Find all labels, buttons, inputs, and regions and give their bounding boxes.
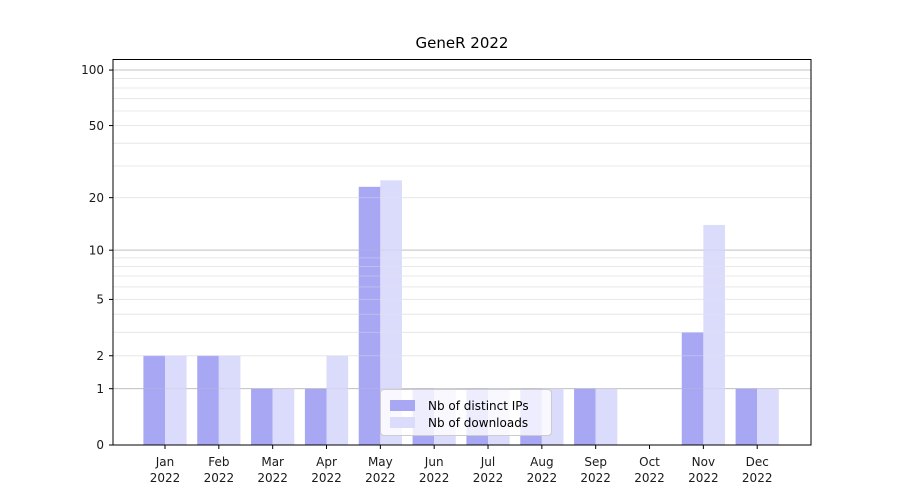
- y-tick-label: 5: [96, 293, 104, 307]
- legend-label-distinct-ips: Nb of distinct IPs: [428, 398, 529, 413]
- legend-item-distinct-ips: Nb of distinct IPs: [390, 397, 541, 414]
- y-tick-label: 50: [89, 119, 104, 133]
- bar-downloads-jan: [165, 355, 187, 445]
- bar-downloads-sep: [595, 388, 618, 445]
- axes-frame: [112, 59, 812, 446]
- x-tick-label-month: Oct: [639, 455, 660, 469]
- legend-item-downloads: Nb of downloads: [390, 414, 541, 431]
- bar-distinct-ips-mar: [251, 388, 273, 445]
- bar-downloads-apr: [326, 355, 349, 445]
- y-tick-label: 20: [89, 191, 104, 205]
- x-tick-label-month: Sep: [584, 455, 607, 469]
- x-tick-label-month: Jun: [424, 455, 444, 469]
- bar-downloads-may: [380, 180, 402, 445]
- bar-distinct-ips-may: [358, 186, 381, 446]
- x-tick-label-year: 2022: [419, 471, 450, 485]
- bar-distinct-ips-feb: [197, 355, 219, 445]
- x-tick-label-month: Apr: [316, 455, 337, 469]
- x-tick-label-month: Jan: [155, 455, 175, 469]
- bar-distinct-ips-dec: [735, 388, 758, 445]
- bar-distinct-ips-sep: [574, 388, 596, 445]
- x-tick-label-year: 2022: [688, 471, 719, 485]
- bar-distinct-ips-jan: [143, 355, 165, 445]
- bar-downloads-nov: [703, 224, 725, 445]
- legend: Nb of distinct IPs Nb of downloads: [380, 389, 552, 436]
- y-tick-label: 10: [89, 243, 104, 257]
- x-tick-label-year: 2022: [150, 471, 181, 485]
- y-tick-label: 0: [96, 438, 104, 452]
- bar-downloads-dec: [757, 388, 779, 445]
- x-tick-label-year: 2022: [580, 471, 611, 485]
- x-tick-label-month: Mar: [261, 455, 284, 469]
- legend-swatch-downloads: [390, 417, 415, 428]
- x-tick-label-month: May: [368, 455, 393, 469]
- legend-swatch-distinct-ips: [390, 400, 415, 411]
- y-tick-label: 100: [81, 63, 104, 77]
- x-tick-label-year: 2022: [257, 471, 288, 485]
- x-tick-label-year: 2022: [634, 471, 665, 485]
- x-tick-label-year: 2022: [365, 471, 396, 485]
- x-tick-label-month: Aug: [530, 455, 553, 469]
- x-tick-label-year: 2022: [204, 471, 235, 485]
- y-tick-label: 2: [96, 349, 104, 363]
- bar-downloads-mar: [272, 388, 295, 445]
- x-tick-label-year: 2022: [311, 471, 342, 485]
- x-tick-label-year: 2022: [527, 471, 558, 485]
- y-tick-label: 1: [96, 382, 104, 396]
- bar-distinct-ips-nov: [681, 332, 704, 445]
- bar-downloads-feb: [218, 355, 241, 445]
- bar-distinct-ips-apr: [304, 388, 327, 445]
- x-tick-label-month: Jul: [480, 455, 495, 469]
- chart-title: GeneR 2022: [415, 34, 509, 52]
- x-tick-label-month: Dec: [746, 455, 769, 469]
- x-tick-label-year: 2022: [742, 471, 773, 485]
- x-tick-label-month: Nov: [692, 455, 715, 469]
- x-tick-label-month: Feb: [208, 455, 229, 469]
- legend-label-downloads: Nb of downloads: [428, 415, 529, 430]
- x-tick-label-year: 2022: [473, 471, 504, 485]
